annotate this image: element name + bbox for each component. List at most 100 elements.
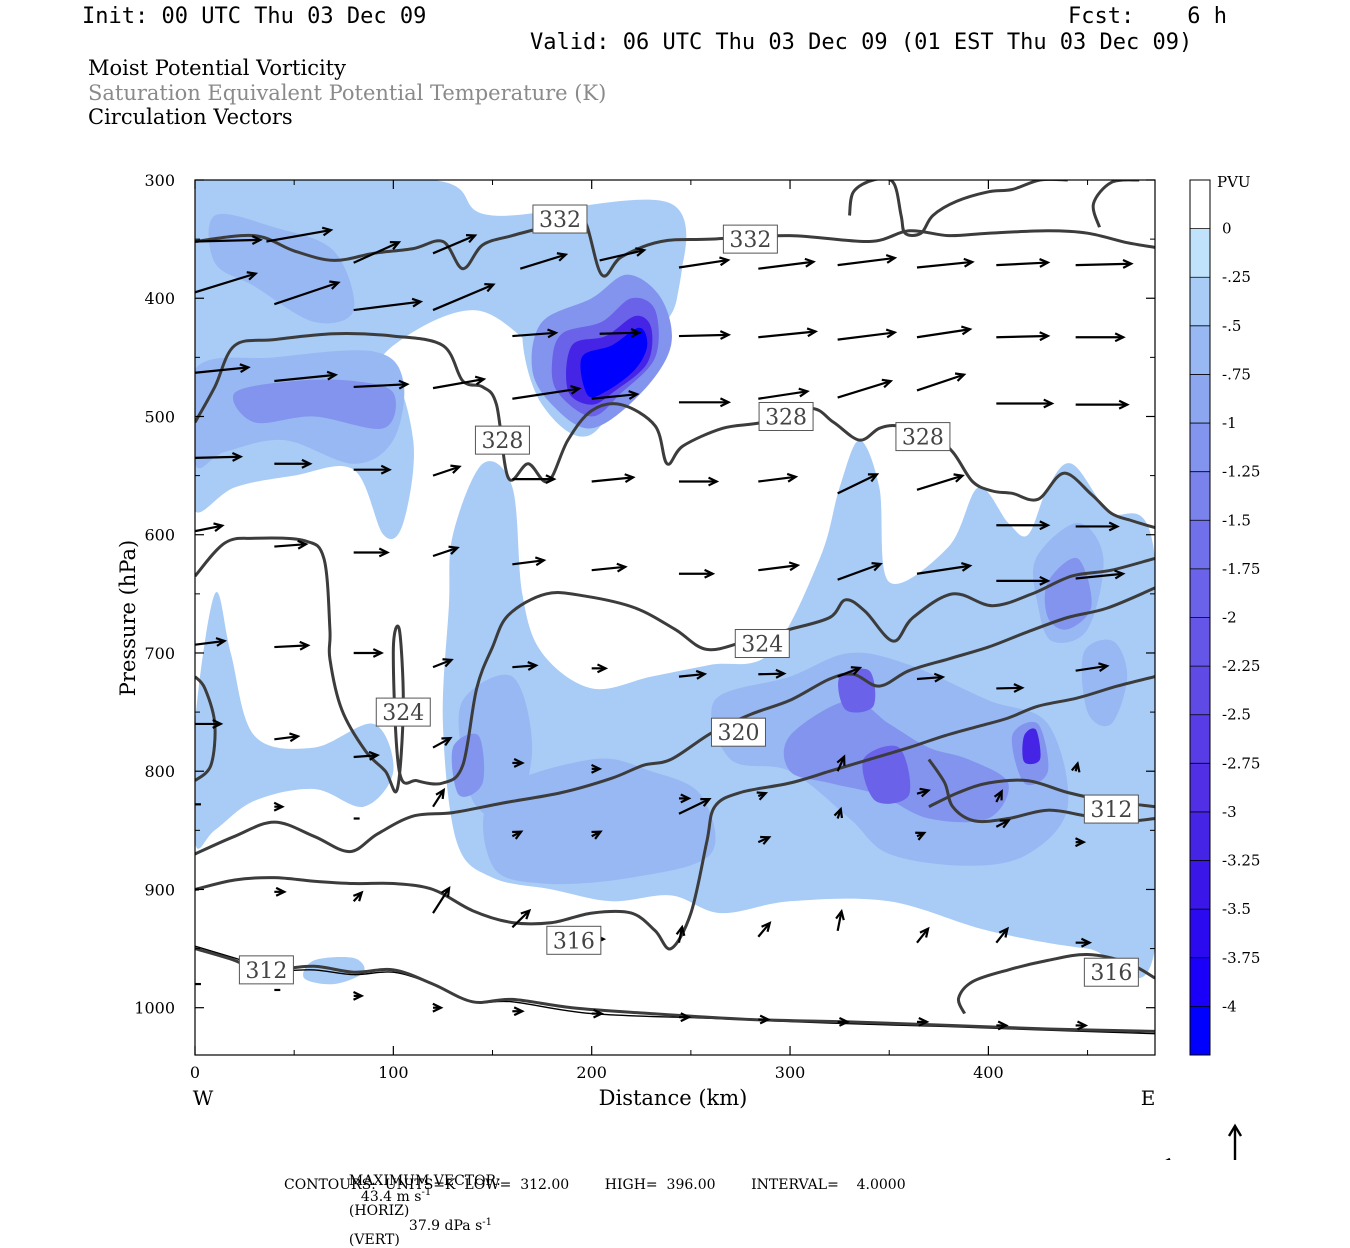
- colorbar-bin: [1190, 520, 1210, 570]
- contour-label: 324: [741, 633, 783, 658]
- vector-head: [999, 819, 1011, 829]
- vector-head: [297, 539, 309, 550]
- circulation-vector: [591, 393, 638, 400]
- circulation-vector: [678, 672, 705, 678]
- circulation-vector: [1075, 262, 1132, 267]
- circulation-vector: [995, 928, 1009, 944]
- vector-head: [275, 886, 287, 897]
- circulation-vector: [432, 658, 452, 669]
- vector-head: [885, 254, 898, 264]
- colorbar-bin: [1190, 860, 1210, 910]
- field-title-theta-es: Saturation Equivalent Potential Temperat…: [88, 81, 607, 105]
- vector-head: [961, 562, 973, 572]
- vector-head: [215, 637, 228, 647]
- vector-head: [545, 474, 557, 485]
- contour-label-box: [1083, 957, 1139, 987]
- contour-label-box: [1083, 794, 1139, 824]
- vector-head: [680, 793, 692, 804]
- contour-label: 324: [382, 701, 424, 726]
- vector-head: [833, 806, 844, 819]
- vector-head: [761, 921, 772, 933]
- vector-head: [1039, 575, 1051, 586]
- circulation-vector: [837, 666, 861, 678]
- x-axis-west-label: W: [193, 1086, 214, 1110]
- x-tick-label: 0: [190, 1063, 200, 1082]
- y-tick-label: 500: [144, 407, 175, 426]
- circulation-vector: [677, 926, 684, 943]
- valid-time: Valid: 06 UTC Thu 03 Dec 09 (01 EST Thu …: [530, 30, 1193, 55]
- field-title-pv: Moist Potential Vorticity: [88, 56, 346, 80]
- circulation-vector: [599, 249, 645, 262]
- pv-colorbar: 0 -.25 -.5 -.75 -1 -1.25 -1.5 -1.75 -2 -2.25 -2.5 -…: [1189, 179, 1260, 1056]
- circulation-vector: [996, 334, 1048, 339]
- colorbar-label: -2.75: [1222, 754, 1260, 772]
- vector-head: [450, 464, 462, 474]
- vector-head: [435, 787, 446, 800]
- circulation-vector: [195, 639, 225, 646]
- vector-head: [798, 387, 810, 398]
- vector-head: [1039, 258, 1051, 268]
- contour-label: 312: [245, 959, 287, 984]
- circulation-vector: [512, 331, 556, 338]
- circulation-vector: [432, 737, 451, 749]
- circulation-vector: [353, 754, 378, 759]
- y-tick-label: 700: [144, 644, 175, 663]
- reference-vector-icon: [1165, 1123, 1243, 1160]
- vector-head: [806, 327, 819, 338]
- vector-head: [680, 1012, 692, 1023]
- vector-head: [719, 330, 732, 340]
- colorbar-label: -3.5: [1222, 900, 1251, 918]
- colorbar-bin: [1190, 714, 1210, 764]
- field-title-vectors: Circulation Vectors: [88, 105, 293, 129]
- vector-head: [756, 791, 769, 801]
- vector-head: [695, 669, 708, 680]
- theta-es-contour-332: [1091, 180, 1140, 228]
- circulation-vector: [916, 260, 973, 269]
- colorbar-bin: [1190, 471, 1210, 521]
- vector-head: [411, 297, 424, 308]
- vector-head: [432, 1002, 444, 1013]
- vector-head: [1039, 520, 1051, 531]
- vector-head: [630, 328, 642, 338]
- contour-label-box: [532, 204, 588, 234]
- vector-head: [998, 926, 1009, 938]
- x-axis-east-label: E: [1141, 1086, 1156, 1110]
- vector-head: [591, 830, 603, 840]
- y-tick-label: 900: [144, 880, 175, 899]
- colorbar-label: -3.75: [1222, 949, 1260, 967]
- colorbar-label: -4: [1222, 997, 1237, 1015]
- vector-head: [1013, 683, 1025, 693]
- pv-region: [482, 758, 716, 885]
- colorbar-bin: [1190, 374, 1210, 424]
- colorbar-label: -2: [1222, 609, 1237, 627]
- circulation-vector: [758, 390, 808, 400]
- contour-labels: 332 332 328 328 328 324 324 320 316 316 312 312: [238, 204, 1139, 987]
- vector-head: [352, 890, 364, 902]
- pv-region: [232, 379, 396, 429]
- vector-head: [547, 328, 559, 339]
- circulation-vector: [916, 675, 943, 681]
- y-tick-label: 1000: [134, 999, 175, 1018]
- theta-es-contour-332: [848, 180, 1068, 237]
- circulation-vector: [591, 565, 626, 572]
- circulation-vector: [837, 473, 878, 495]
- contour-label-box: [895, 422, 951, 452]
- x-tick-label: 300: [775, 1063, 806, 1082]
- vector-head: [520, 908, 532, 920]
- vector-head: [1114, 332, 1126, 343]
- circulation-vector: [274, 735, 299, 741]
- max-vector-info: MAXIMUM VECTOR: 43.4 m s-1 (HORIZ) 37.9 …: [340, 1160, 501, 1247]
- circulation-vector: [996, 686, 1023, 690]
- circulation-vector: [432, 234, 476, 255]
- theta-es-contours: [195, 180, 1155, 1033]
- vector-head: [1076, 1020, 1089, 1031]
- vector-head: [836, 754, 846, 766]
- circulation-vector: [757, 922, 771, 938]
- circulation-vector: [432, 283, 494, 312]
- colorbar-bin: [1190, 228, 1210, 278]
- circulation-vector: [432, 789, 445, 808]
- vector-head: [1122, 259, 1134, 269]
- vector-head: [321, 226, 334, 237]
- y-tick-label: 800: [144, 762, 175, 781]
- pv-region: [580, 327, 648, 398]
